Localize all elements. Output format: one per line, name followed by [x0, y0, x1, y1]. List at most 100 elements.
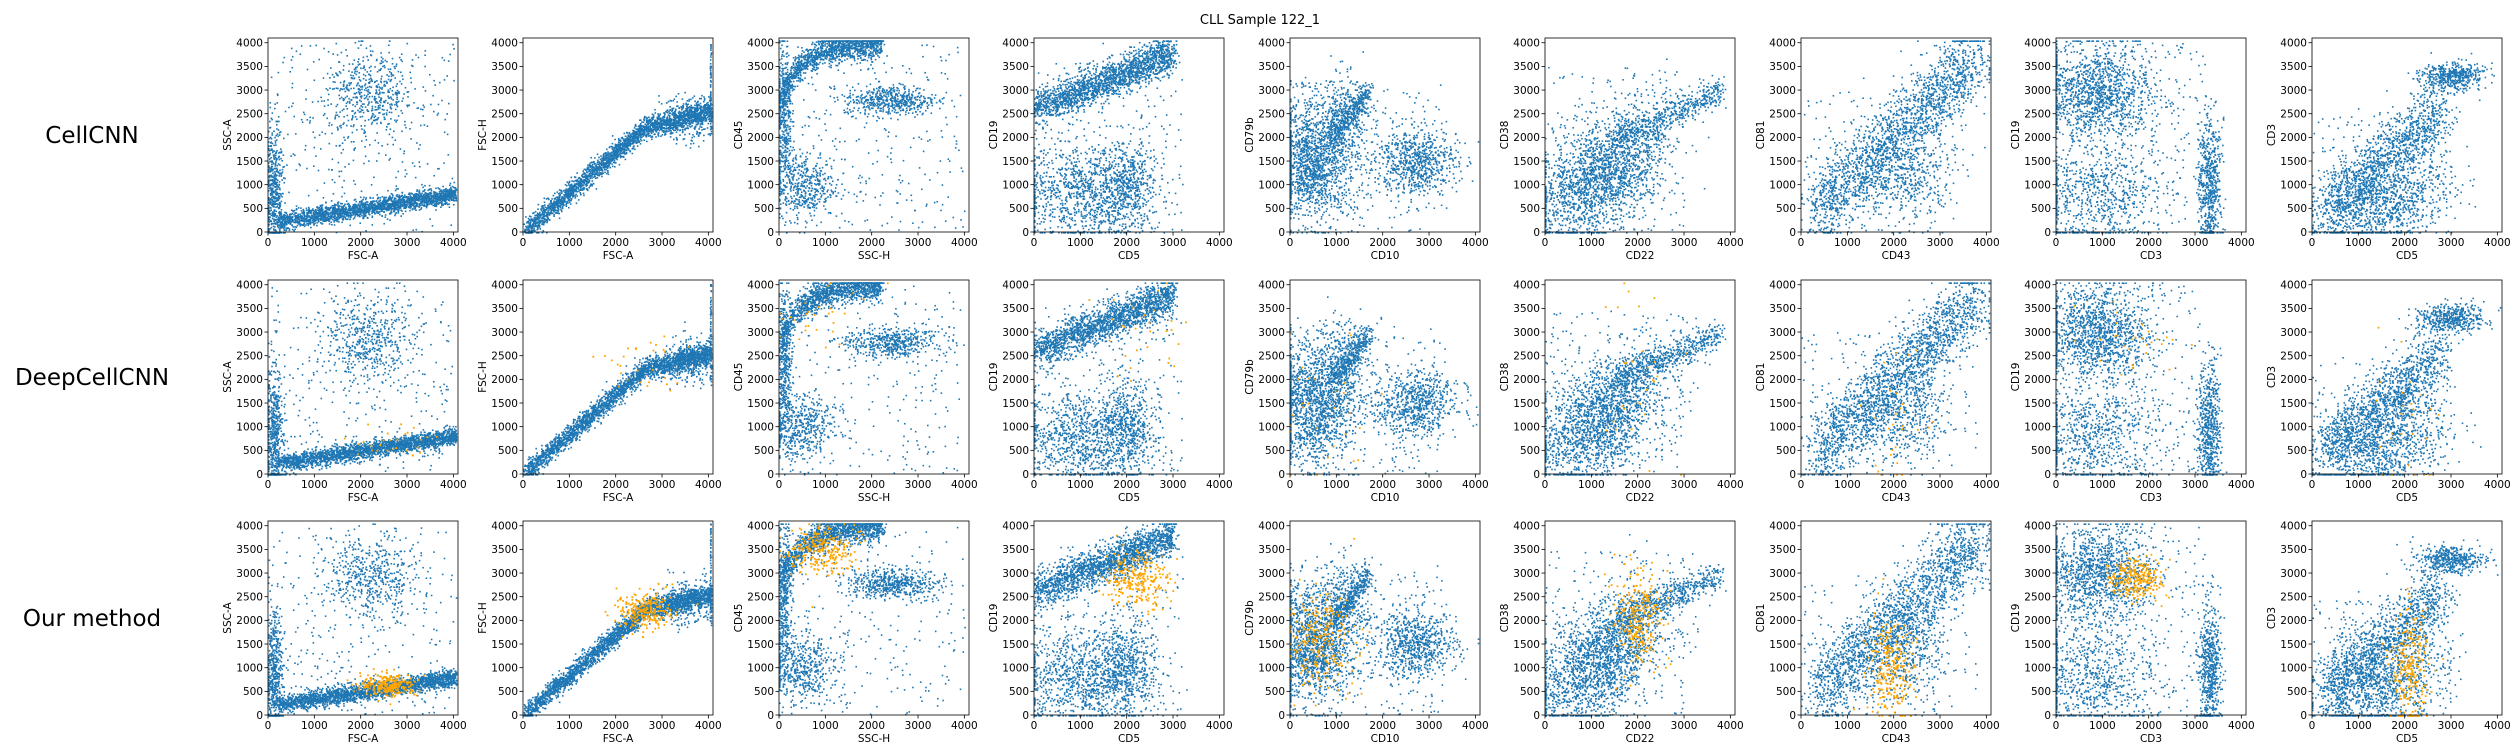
data-point	[377, 197, 379, 199]
data-point	[435, 201, 437, 203]
data-point	[391, 193, 393, 195]
data-point	[425, 192, 427, 194]
data-point	[285, 227, 287, 229]
data-point	[294, 226, 296, 228]
data-point	[430, 192, 432, 194]
data-point	[436, 204, 438, 206]
data-point	[380, 199, 382, 201]
data-point	[284, 219, 286, 221]
data-point	[368, 205, 370, 207]
data-point	[286, 230, 288, 232]
data-point	[300, 207, 302, 209]
data-point	[420, 201, 422, 203]
data-point	[334, 213, 336, 215]
data-point	[318, 221, 320, 223]
data-point	[301, 210, 303, 212]
data-point	[301, 216, 303, 218]
data-point	[321, 205, 323, 207]
data-point	[421, 204, 423, 206]
data-point	[436, 206, 438, 208]
data-point	[396, 200, 398, 202]
data-point	[296, 205, 298, 207]
data-point	[331, 200, 333, 202]
data-point	[375, 201, 377, 203]
data-point	[452, 186, 454, 188]
data-point	[429, 188, 431, 190]
data-point	[300, 223, 302, 225]
data-point	[449, 185, 451, 187]
data-point	[313, 224, 315, 226]
data-point	[377, 202, 379, 204]
data-point	[349, 208, 351, 210]
data-point	[365, 207, 367, 209]
data-point	[287, 214, 289, 216]
data-point	[333, 221, 335, 223]
data-point	[372, 216, 374, 218]
data-point	[324, 214, 326, 216]
data-point	[306, 223, 308, 225]
data-point	[320, 208, 322, 210]
data-point	[347, 211, 349, 213]
data-point	[361, 212, 363, 214]
data-point	[387, 218, 389, 220]
data-point	[353, 204, 355, 206]
data-point	[403, 204, 405, 206]
data-point	[300, 225, 302, 227]
data-point	[346, 200, 348, 202]
data-point	[407, 200, 409, 202]
data-point	[394, 215, 396, 217]
data-point	[406, 197, 408, 199]
data-point	[365, 199, 367, 201]
figure-title: CLL Sample 122_1	[1200, 13, 1320, 28]
data-point	[313, 220, 315, 222]
data-point	[296, 227, 298, 229]
data-point	[308, 211, 310, 213]
data-point	[396, 194, 398, 196]
data-point	[359, 201, 361, 203]
data-point	[418, 206, 420, 208]
data-point	[306, 214, 308, 216]
data-point	[289, 230, 291, 232]
data-point	[337, 219, 339, 221]
data-point	[293, 214, 295, 216]
data-point	[372, 197, 374, 199]
data-point	[306, 210, 308, 212]
data-point	[404, 194, 406, 196]
data-point	[392, 201, 394, 203]
data-point	[382, 201, 384, 203]
data-point	[320, 222, 322, 224]
data-point	[397, 206, 399, 208]
data-point	[365, 215, 367, 217]
data-point	[454, 182, 456, 184]
data-point	[344, 204, 346, 206]
data-point	[453, 204, 455, 206]
data-point	[419, 190, 421, 192]
data-point	[331, 224, 333, 226]
data-point	[447, 191, 449, 193]
data-point	[419, 209, 421, 211]
data-point	[391, 210, 393, 212]
data-point	[447, 199, 449, 201]
data-point	[418, 204, 420, 206]
data-point	[397, 205, 399, 207]
data-point	[361, 201, 363, 203]
data-point	[411, 193, 413, 195]
data-point	[420, 208, 422, 210]
data-point	[375, 212, 377, 214]
data-point	[399, 197, 401, 199]
data-point	[322, 209, 324, 211]
data-point	[341, 222, 343, 224]
data-point	[421, 193, 423, 195]
data-point	[359, 222, 361, 224]
data-point	[398, 211, 400, 213]
data-point	[296, 212, 298, 214]
data-point	[356, 201, 358, 203]
data-point	[365, 197, 367, 199]
data-point	[391, 200, 393, 202]
data-point	[305, 221, 307, 223]
data-point	[343, 213, 345, 215]
data-point	[398, 201, 400, 203]
data-point	[300, 214, 302, 216]
data-point	[293, 230, 295, 232]
